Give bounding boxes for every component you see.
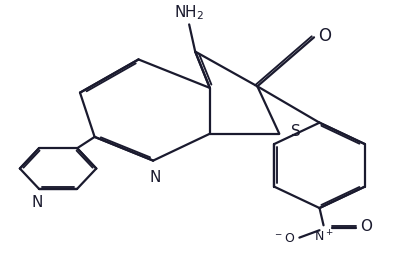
Text: N: N [31,195,43,210]
Text: S: S [291,124,301,139]
Text: O: O [360,219,372,234]
Text: NH$_2$: NH$_2$ [174,3,204,22]
Text: N$^+$: N$^+$ [314,229,333,244]
Text: $^-$O: $^-$O [273,232,295,245]
Text: N: N [149,171,161,185]
Text: O: O [318,27,331,45]
